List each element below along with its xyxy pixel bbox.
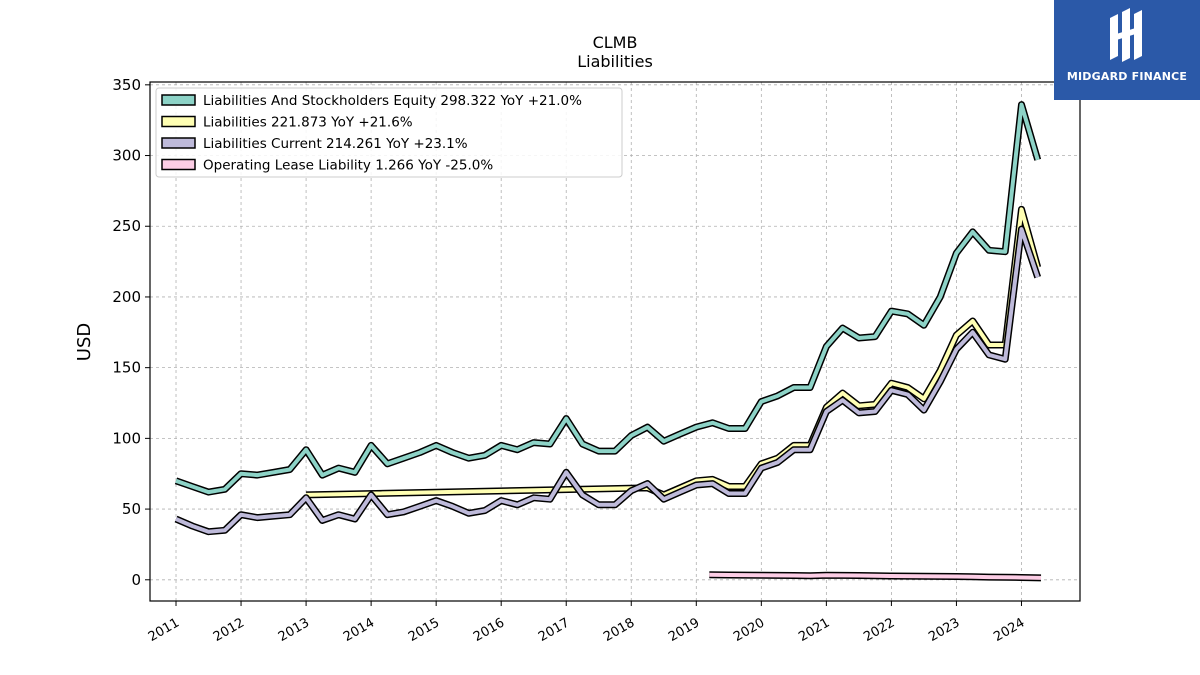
legend-entry: Liabilities Current 214.261 YoY +23.1% [203,136,468,152]
legend-swatch [161,115,196,128]
y-tick-label: 250 [112,217,141,235]
chart-subtitle: Liabilities [577,52,653,71]
midgard-logo-icon [1110,8,1142,62]
grid [150,82,1080,601]
x-tick-label: 2020 [731,615,767,645]
x-tick-label: 2012 [211,615,247,645]
y-tick-label: 300 [112,147,141,165]
series-line-liabilities [306,207,1040,497]
series-line-operating-lease-liability [709,572,1042,580]
x-tick-label: 2024 [991,615,1027,645]
legend-box [155,87,623,178]
y-tick-label: 150 [112,359,141,377]
x-tick-label: 2023 [926,615,962,645]
legend-entry: Liabilities And Stockholders Equity 298.… [203,93,582,109]
x-tick-label: 2017 [536,615,572,645]
x-tick-label: 2011 [146,615,182,645]
y-tick-label: 100 [112,429,141,447]
x-tick-label: 2016 [471,615,507,645]
y-tick-label: 200 [112,288,141,306]
x-axis: 2011 2012 2013 2014 2015 2016 2017 2018 2019 2020… [146,601,1027,645]
x-tick-label: 2015 [406,615,442,645]
y-tick-label: 50 [122,500,141,518]
y-tick-label: 0 [131,571,141,589]
legend-swatch [161,158,196,171]
y-axis: 0 50 100 150 200 250 300 350 [112,76,150,589]
y-axis-label: USD [74,323,95,361]
x-tick-label: 2019 [666,615,702,645]
legend-entry: Liabilities 221.873 YoY +21.6% [203,115,413,131]
series-line-liabilities-and-stockholders-equity [175,102,1040,495]
x-tick-label: 2013 [276,615,312,645]
series-line-liabilities-current [175,227,1040,534]
series-group [174,101,1042,582]
plot-frame [149,81,1081,602]
brand-logo: MIDGARD FINANCE [1054,0,1200,100]
legend-swatch [161,137,196,149]
chart-title: CLMB [593,33,638,52]
x-tick-label: 2021 [796,615,832,645]
legend-swatch [161,94,196,106]
x-tick-label: 2022 [861,615,897,645]
legend: Liabilities And Stockholders Equity 298.… [155,87,623,178]
legend-entry: Operating Lease Liability 1.266 YoY -25.… [203,158,493,174]
x-tick-label: 2014 [341,615,377,645]
x-tick-label: 2018 [601,615,637,645]
brand-name: MIDGARD FINANCE [1066,70,1188,83]
y-tick-label: 350 [112,76,141,94]
